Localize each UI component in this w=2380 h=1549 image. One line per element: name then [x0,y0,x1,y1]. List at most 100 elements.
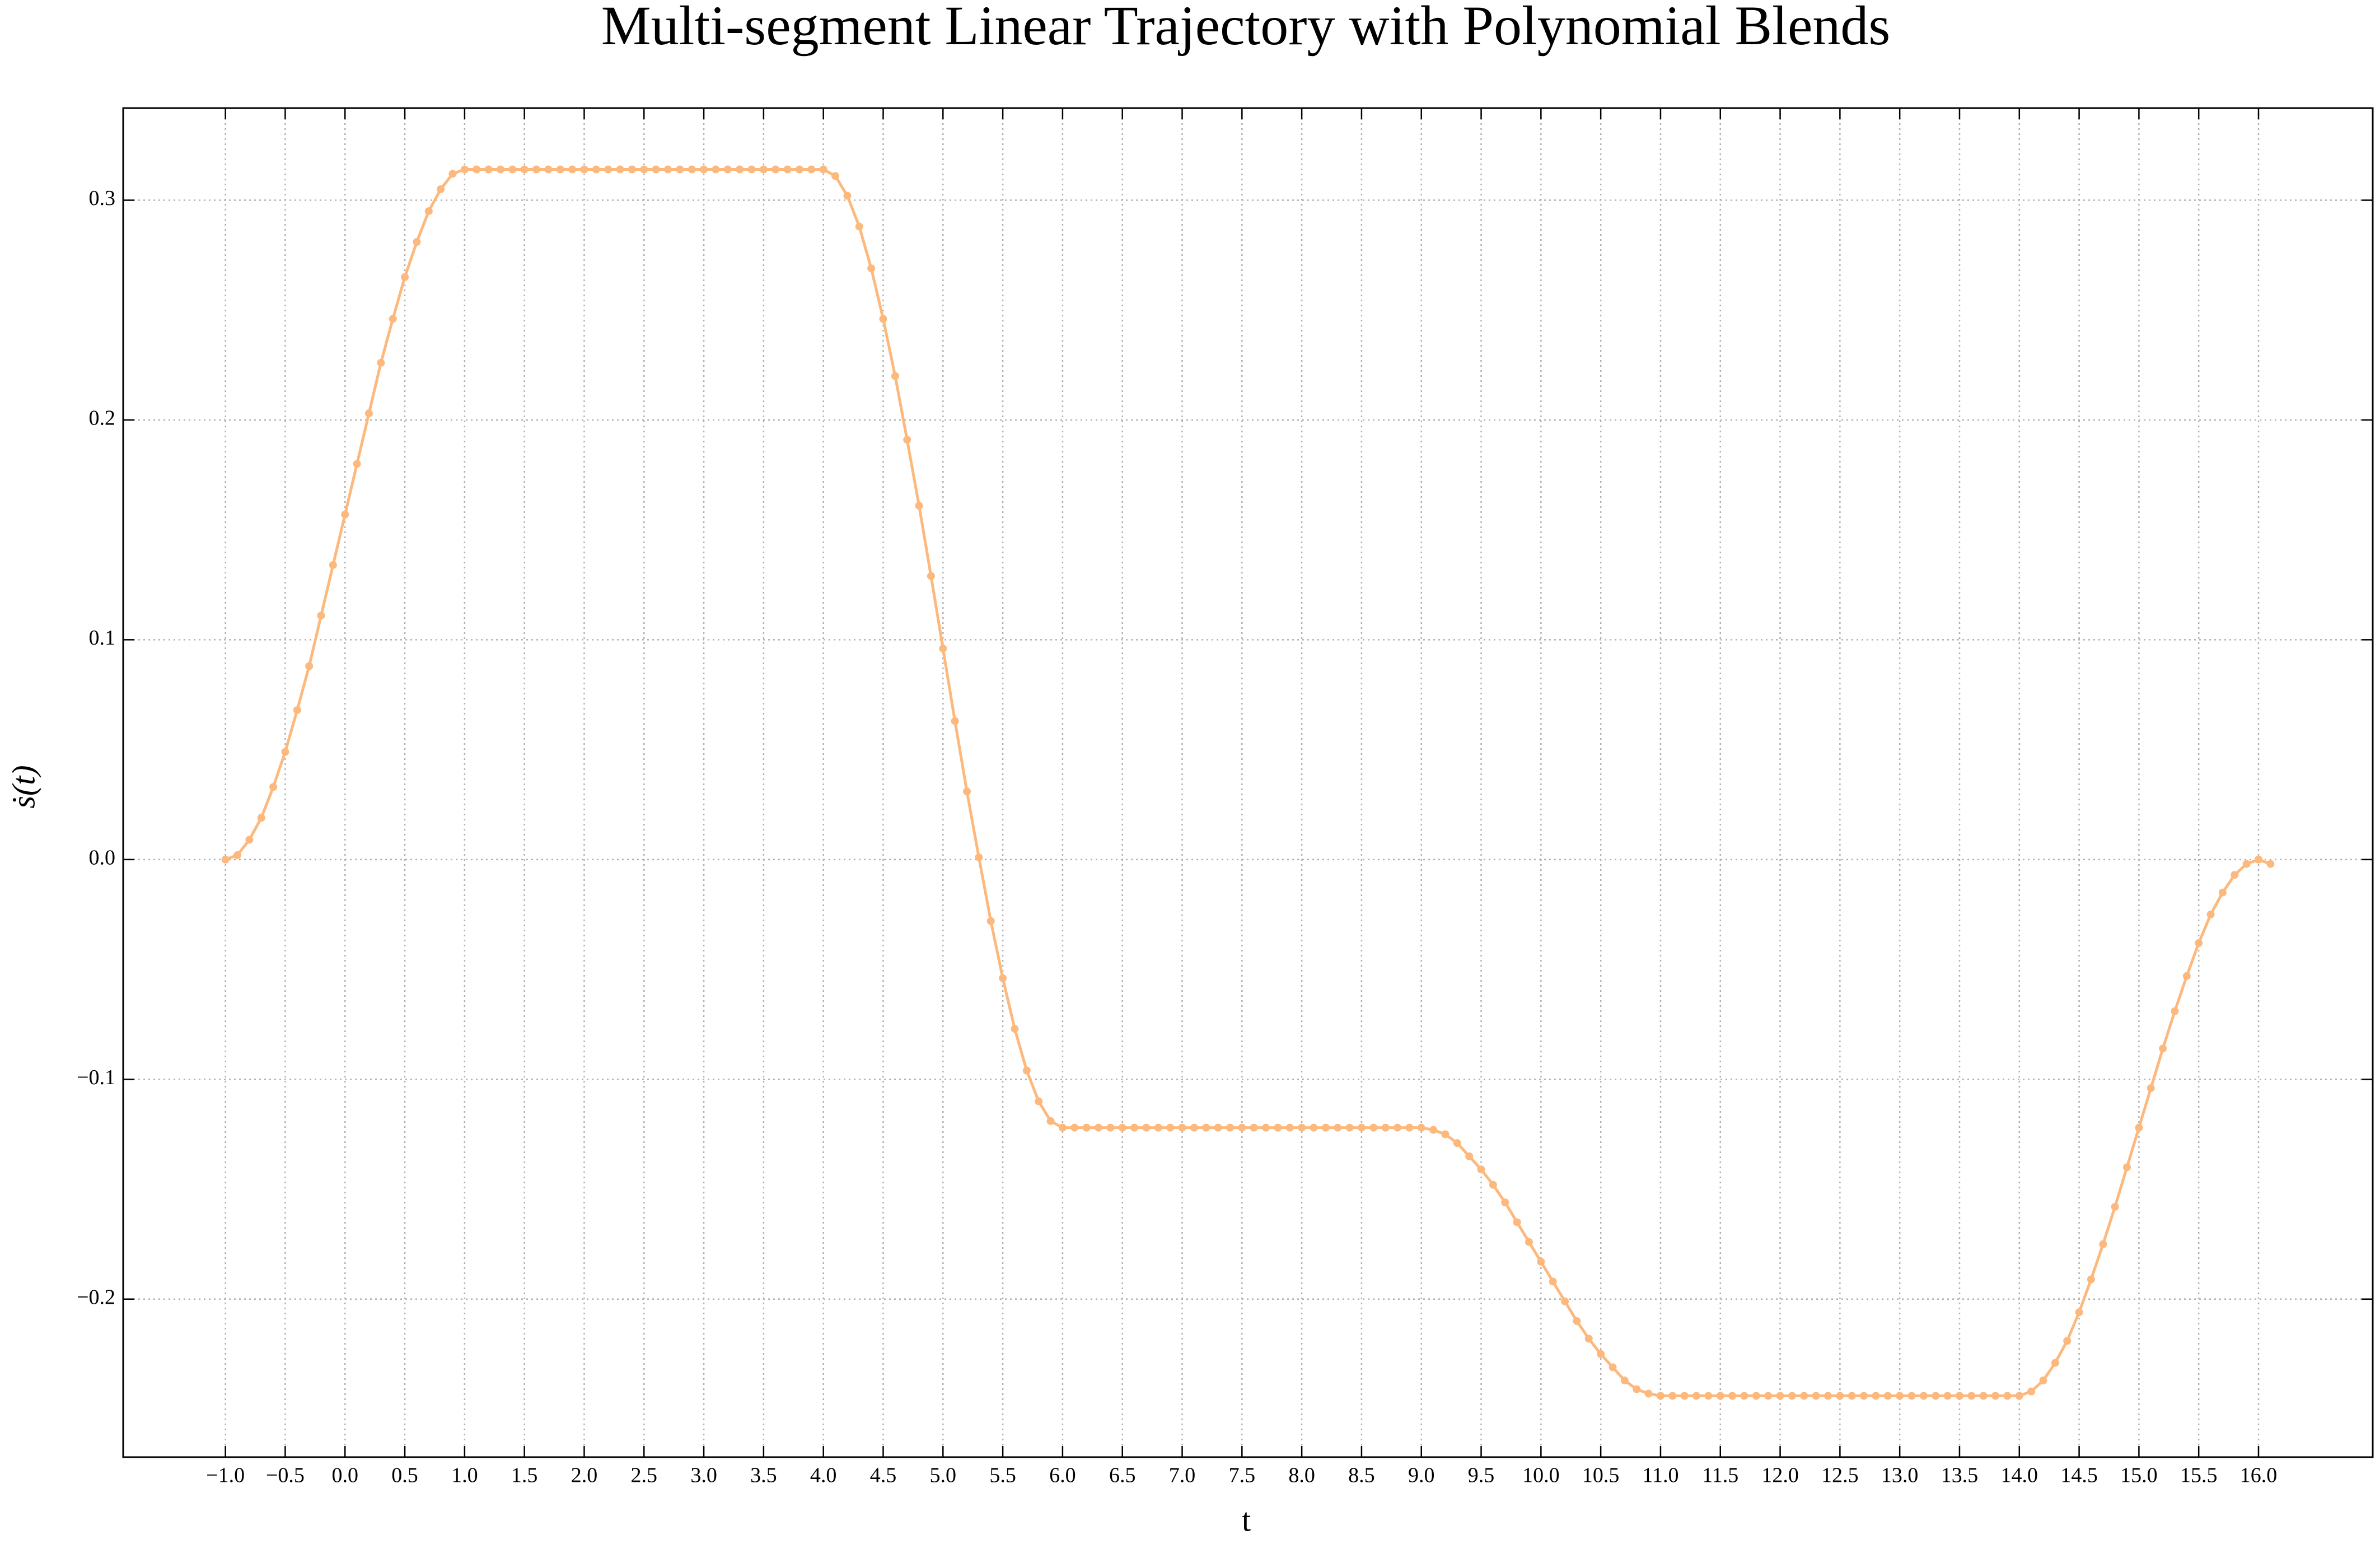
data-point [473,165,481,174]
data-point [448,170,457,178]
data-point [1022,1066,1031,1075]
data-point [1668,1392,1677,1400]
x-tick-label: 9.5 [1468,1464,1495,1487]
data-point [1943,1392,1952,1400]
x-tick-label: 4.5 [870,1464,897,1487]
data-point [1979,1392,1988,1400]
data-point [1537,1258,1545,1266]
data-point [532,165,541,174]
data-point [1477,1165,1485,1174]
data-point [1967,1392,1976,1400]
data-point [1094,1123,1102,1132]
data-point [891,372,899,380]
data-point [1573,1317,1581,1326]
data-point [1202,1123,1210,1132]
data-point [1896,1392,1904,1400]
x-tick-label: −0.5 [266,1464,305,1487]
data-point [1704,1392,1713,1400]
x-tick-label: 15.0 [2120,1464,2158,1487]
data-point [1357,1123,1366,1132]
data-point [364,409,373,418]
data-point [1154,1123,1162,1132]
data-point [2182,972,2191,980]
data-point [245,836,254,844]
x-tick-label: 3.5 [750,1464,777,1487]
data-point [1429,1126,1438,1134]
data-point [1609,1363,1617,1371]
data-point [2206,910,2215,918]
axes-frame [122,107,2374,1458]
data-point [1321,1123,1330,1132]
data-point [496,165,504,174]
data-point [712,165,720,174]
data-point [951,717,959,725]
data-point [1620,1377,1629,1385]
data-point [1812,1392,1820,1400]
data-point [1070,1123,1079,1132]
data-point [1883,1392,1892,1400]
x-tick-label: 13.0 [1881,1464,1919,1487]
data-point [2123,1163,2131,1172]
data-point [401,273,409,281]
data-point [1656,1392,1664,1400]
data-point [413,238,421,246]
data-point [640,165,648,174]
data-point [939,645,947,653]
data-point [700,165,708,174]
data-point [975,853,983,861]
data-point [1728,1392,1737,1400]
data-point [233,851,241,860]
data-point [592,165,600,174]
data-point [999,974,1007,982]
data-point [1561,1297,1569,1305]
data-point [1501,1198,1509,1207]
data-point [2027,1387,2036,1396]
data-point [1764,1392,1773,1400]
x-tick-label: 15.5 [2180,1464,2218,1487]
x-axis-label: t [1242,1501,1251,1538]
x-tick-label: 14.0 [2001,1464,2038,1487]
y-tick-label: 0.0 [89,846,116,870]
data-point [1334,1123,1342,1132]
data-point [879,315,887,323]
data-point [257,814,265,822]
data-point [1680,1392,1689,1400]
data-point [1190,1123,1198,1132]
data-point [1298,1123,1306,1132]
data-point [2039,1377,2047,1385]
x-tick-label: 11.5 [1702,1464,1738,1487]
data-point [2099,1240,2107,1248]
data-point [1848,1392,1856,1400]
data-point [1549,1277,1557,1286]
data-point [2003,1392,2012,1400]
y-axis-label: ṡ(t) [5,765,41,808]
data-point [1405,1123,1414,1132]
data-point [1035,1097,1043,1105]
x-tick-label: 10.0 [1522,1464,1560,1487]
data-point [2075,1308,2083,1317]
data-point [1872,1392,1880,1400]
data-line [225,168,2271,1397]
data-point [221,855,230,864]
data-point [1345,1123,1354,1132]
data-point [855,222,863,231]
data-point [747,165,756,174]
data-point [1369,1123,1378,1132]
data-point [2063,1337,2072,1345]
data-point [377,358,385,367]
data-point [437,185,445,193]
x-tick-label: −1.0 [206,1464,245,1487]
data-point [1489,1181,1497,1189]
x-tick-label: 8.0 [1288,1464,1315,1487]
data-point [1788,1392,1796,1400]
data-point [1166,1123,1175,1132]
x-tick-label: 12.5 [1821,1464,1859,1487]
data-point [293,706,301,714]
data-point [1046,1117,1055,1125]
x-tick-label: 6.0 [1049,1464,1076,1487]
data-point [1238,1123,1246,1132]
x-tick-label: 4.0 [810,1464,837,1487]
data-point [1597,1350,1605,1358]
x-tick-label: 16.0 [2240,1464,2278,1487]
